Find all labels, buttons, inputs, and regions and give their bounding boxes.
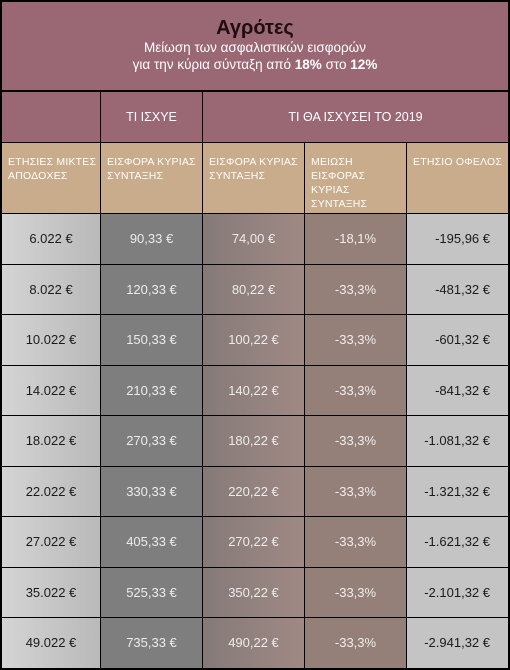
future-contribution-cell: 140,22 € [203,365,305,415]
column-header-income: ΕΤΗΣΙΕΣ ΜΙΚΤΕΣ ΑΠΟΔΟΧΕΣ [2,143,101,213]
current-contribution-cell: 120,33 € [101,264,203,314]
column-header-annual-benefit: ΕΤΗΣΙΟ ΟΦΕΛΟΣ [413,156,503,168]
reduction-cell: -33,3% [305,264,407,314]
annual-benefit-cell: -1.081,32 € [407,416,508,466]
current-contribution-cell: 150,33 € [101,315,203,365]
reduction-cell: -33,3% [305,517,407,567]
future-contribution-cell: 100,22 € [203,315,305,365]
future-contribution-cell: 74,00 € [203,214,305,264]
future-contribution-cell: 80,22 € [203,264,305,314]
annual-benefit-cell: -841,32 € [407,365,508,415]
income-cell: 10.022 € [2,315,101,365]
rate-from: 18% [294,57,322,72]
page-title: Αγρότες [216,17,294,39]
current-contribution-cell: 735,33 € [101,618,203,668]
group-header-empty [2,92,101,142]
annual-benefit-value: -481,32 € [435,281,490,297]
subtitle-line-1: Μείωση των ασφαλιστικών εισφορών [144,40,366,55]
subtitle-line-2: για την κύρια σύνταξη από 18% στο 12% [2,56,508,73]
current-contribution-cell: 90,33 € [101,214,203,264]
income-cell: 27.022 € [2,517,101,567]
annual-benefit-value: -195,96 € [435,231,490,247]
current-contribution-cell: 525,33 € [101,567,203,617]
group-header-future: ΤΙ ΘΑ ΙΣΧΥΣΕΙ ΤΟ 2019 [203,92,508,142]
table-row: 18.022 €270,33 €180,22 € -33,3% -1.081,32 … [2,416,508,467]
group-header-current: ΤΙ ΙΣΧΥΕ [101,92,203,142]
annual-benefit-value: -2.941,32 € [424,635,490,651]
future-contribution-cell: 180,22 € [203,416,305,466]
income-cell: 18.022 € [2,416,101,466]
annual-benefit-value: -2.101,32 € [424,584,490,600]
income-cell: 6.022 € [2,214,101,264]
annual-benefit-value: -1.321,32 € [424,483,490,499]
current-contribution-cell: 330,33 € [101,466,203,516]
annual-benefit-cell: -1.621,32 € [407,517,508,567]
future-contribution-cell: 270,22 € [203,517,305,567]
current-contribution-cell: 405,33 € [101,517,203,567]
annual-benefit-cell: -481,32 € [407,264,508,314]
table-row: 14.022 €210,33 €140,22 € -33,3% -841,32 € [2,365,508,416]
income-cell: 14.022 € [2,365,101,415]
column-header-future-contribution: ΕΙΣΦΟΡΑ ΚΥΡΙΑΣ ΣΥΝΤΑΞΗΣ [203,143,305,213]
subtitle: Μείωση των ασφαλιστικών εισφορών για την… [2,39,508,73]
annual-benefit-cell: -195,96 € [407,214,508,264]
subtitle-mid: στο [321,57,351,72]
table-row: 22.022 €330,33 €220,22 € -33,3% -1.321,32 … [2,466,508,517]
current-contribution-cell: 210,33 € [101,365,203,415]
reduction-cell: -33,3% [305,466,407,516]
annual-benefit-cell: -1.321,32 € [407,466,508,516]
annual-benefit-value: -841,32 € [435,382,490,398]
annual-benefit-value: -1.621,32 € [424,534,490,550]
reduction-cell: -18,1% [305,214,407,264]
annual-benefit-cell: -601,32 € [407,315,508,365]
future-contribution-cell: 350,22 € [203,567,305,617]
table-row: 8.022 €120,33 €80,22 € -33,3% -481,32 € [2,264,508,315]
table-row: 6.022 €90,33 €74,00 € -18,1% -195,96 € [2,214,508,265]
income-cell: 22.022 € [2,466,101,516]
column-header-current-contribution: ΕΙΣΦΟΡΑ ΚΥΡΙΑΣ ΣΥΝΤΑΞΗΣ [101,143,203,213]
title-block: Αγρότες Μείωση των ασφαλιστικών εισφορών… [2,2,508,91]
reduction-cell: -33,3% [305,416,407,466]
table-row: 35.022 €525,33 €350,22 € -33,3% -2.101,32 … [2,567,508,618]
table-body: 6.022 €90,33 €74,00 € -18,1% -195,96 € 8.02… [2,214,508,669]
income-cell: 35.022 € [2,567,101,617]
subtitle-prefix: για την κύρια σύνταξη από [132,57,295,72]
column-header-reduction: ΜΕΙΩΣΗ ΕΙΣΦΟΡΑΣ ΚΥΡΙΑΣ ΣΥΝΤΑΞΗΣ [305,143,407,213]
reduction-cell: -33,3% [305,618,407,668]
reduction-cell: -33,3% [305,567,407,617]
group-header-row: ΤΙ ΙΣΧΥΕ ΤΙ ΘΑ ΙΣΧΥΣΕΙ ΤΟ 2019 [2,92,508,142]
column-header-row: ΕΤΗΣΙΕΣ ΜΙΚΤΕΣ ΑΠΟΔΟΧΕΣ ΕΙΣΦΟΡΑ ΚΥΡΙΑΣ Σ… [2,143,508,213]
income-cell: 8.022 € [2,264,101,314]
table-row: 49.022 €735,33 €490,22 € -33,3% -2.941,32 … [2,618,508,669]
current-contribution-cell: 270,33 € [101,416,203,466]
table-row: 10.022 €150,33 €100,22 € -33,3% -601,32 € [2,315,508,366]
annual-benefit-cell: -2.941,32 € [407,618,508,668]
annual-benefit-cell: -2.101,32 € [407,567,508,617]
future-contribution-cell: 220,22 € [203,466,305,516]
annual-benefit-value: -601,32 € [435,332,490,348]
rate-to: 12% [350,57,378,72]
income-cell: 49.022 € [2,618,101,668]
table-row: 27.022 €405,33 €270,22 € -33,3% -1.621,32 … [2,517,508,568]
annual-benefit-value: -1.081,32 € [424,433,490,449]
future-contribution-cell: 490,22 € [203,618,305,668]
reduction-cell: -33,3% [305,365,407,415]
reduction-cell: -33,3% [305,315,407,365]
